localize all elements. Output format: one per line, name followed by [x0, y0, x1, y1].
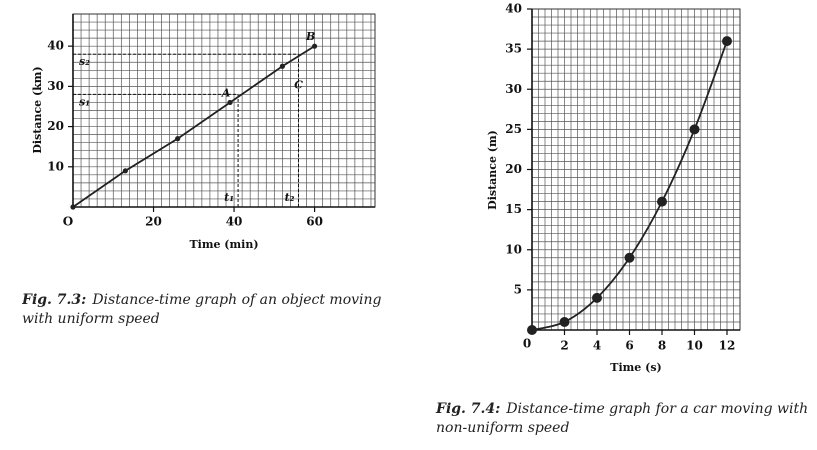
- y-tick-label: 15: [505, 202, 522, 216]
- reference-label: t₂: [285, 191, 295, 204]
- y-axis-title: Distance (m): [486, 130, 499, 210]
- chart: 20 40 60 10 20 30 40 O Time (min) Distance (km) s₁…: [31, 13, 376, 251]
- data-point: [70, 204, 76, 210]
- y-tick-label: 10: [505, 242, 522, 256]
- caption-1: Fig. 7.3: Distance-time graph of an objec…: [22, 291, 390, 329]
- y-tick-label: 35: [505, 42, 522, 56]
- x-axis-title: Time (s): [610, 361, 661, 374]
- data-point: [722, 36, 732, 47]
- chart: 2 4 6 8 10 12 5 10 15 20 25 30 35 40 0 Time (s) Distance…: [486, 2, 741, 374]
- data-point: [689, 124, 700, 135]
- y-tick-label: 40: [47, 39, 64, 53]
- x-tick-label: 12: [719, 339, 736, 353]
- y-tick-label: 30: [47, 79, 64, 93]
- data-point: [175, 136, 181, 142]
- x-tick-label: 10: [686, 339, 703, 353]
- caption-text: Distance-time graph for a car moving wit…: [436, 401, 809, 436]
- y-tick-label: 25: [505, 122, 522, 136]
- y-tick-label: 5: [514, 282, 522, 296]
- data-point: [559, 316, 570, 327]
- x-tick-label: 20: [145, 215, 162, 229]
- reference-label: t₁: [224, 191, 234, 204]
- data-point: [527, 325, 537, 335]
- caption-2: Fig. 7.4: Distance-time graph for a car m…: [436, 400, 811, 438]
- caption-label: Fig. 7.3:: [22, 292, 87, 308]
- reference-label: s₁: [79, 95, 90, 108]
- y-tick-label: 40: [505, 2, 522, 16]
- data-line: [72, 45, 316, 208]
- y-axis-title: Distance (km): [31, 66, 44, 153]
- x-tick-label: 4: [593, 339, 601, 353]
- reference-label: s₂: [79, 55, 90, 68]
- data-point: [624, 252, 635, 263]
- origin-label: O: [63, 215, 73, 229]
- x-tick-label: 2: [560, 339, 568, 353]
- data-point: [227, 99, 233, 106]
- y-tick-label: 20: [505, 162, 522, 176]
- data-point: [657, 196, 667, 207]
- y-tick-label: 20: [47, 119, 64, 133]
- data-point: [279, 63, 285, 69]
- x-tick-label: 40: [226, 215, 243, 229]
- x-tick-label: 60: [306, 215, 323, 229]
- point-annotation: C: [294, 78, 303, 91]
- y-tick-label: 10: [47, 159, 64, 173]
- x-tick-label: 8: [658, 339, 666, 353]
- point-annotation: A: [221, 86, 231, 99]
- x-axis-title: Time (min): [189, 238, 258, 251]
- point-annotation: B: [305, 30, 315, 43]
- data-point: [122, 168, 128, 174]
- y-tick-label: 30: [505, 82, 522, 96]
- caption-text: Distance-time graph of an object moving …: [22, 292, 382, 327]
- x-tick-label: 6: [625, 339, 633, 353]
- caption-label: Fig. 7.4:: [436, 401, 501, 417]
- data-point: [592, 292, 602, 303]
- data-point: [312, 43, 318, 49]
- origin-label: 0: [523, 337, 531, 351]
